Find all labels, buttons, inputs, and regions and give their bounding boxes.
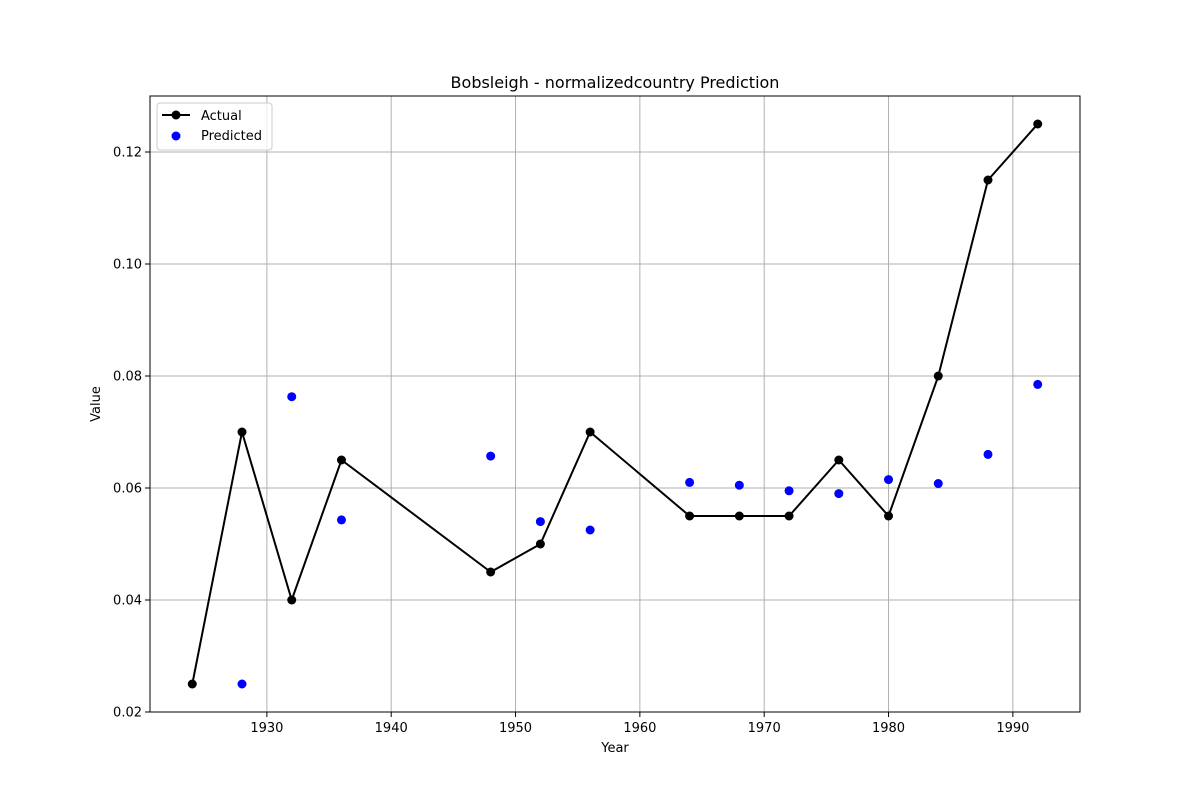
y-axis-label: Value [89, 386, 104, 422]
predicted-data-point [834, 489, 844, 499]
predicted-data-point [535, 517, 545, 527]
predicted-data-point [685, 477, 695, 487]
actual-data-point [237, 427, 247, 437]
y-tick-label: 0.04 [113, 594, 142, 609]
actual-data-point [685, 511, 695, 521]
actual-data-point [1033, 119, 1043, 129]
predicted-data-point [884, 475, 894, 485]
actual-data-point [834, 455, 844, 465]
y-axis-ticks: 0.02 0.04 0.06 0.08 0.10 0.12 [113, 146, 150, 721]
plot-area-frame [149, 95, 1081, 713]
predicted-data-point [585, 525, 595, 535]
actual-data-point [884, 511, 894, 521]
chart-title: Bobsleigh - normalizedcountry Prediction [451, 73, 780, 92]
predicted-data-point [1033, 379, 1043, 389]
y-tick-label: 0.08 [113, 370, 142, 385]
predicted-data-point [486, 451, 496, 461]
legend-predicted-marker [171, 131, 181, 141]
x-tick-label: 1950 [499, 721, 532, 736]
predicted-data-point [784, 486, 794, 496]
legend-actual-marker [171, 110, 181, 120]
predicted-data-point [734, 480, 744, 490]
actual-data-point [535, 539, 545, 549]
legend-predicted-label: Predicted [201, 129, 262, 144]
x-tick-label: 1970 [748, 721, 781, 736]
predicted-data-point [287, 392, 297, 402]
actual-data-point [287, 595, 297, 605]
actual-data-point [983, 175, 993, 185]
plot-series [187, 119, 1043, 689]
y-tick-label: 0.02 [113, 706, 142, 721]
actual-data-point [784, 511, 794, 521]
legend: Actual Predicted [156, 102, 273, 151]
predicted-data-point [336, 515, 346, 525]
x-axis-ticks: 1930 1940 1950 1960 1970 1980 1990 [250, 712, 1029, 736]
actual-data-point [486, 567, 496, 577]
x-tick-label: 1990 [996, 721, 1029, 736]
y-tick-label: 0.12 [113, 146, 142, 161]
legend-actual-label: Actual [201, 109, 242, 124]
predicted-data-point [237, 679, 247, 689]
actual-data-point [336, 455, 346, 465]
x-tick-label: 1930 [250, 721, 283, 736]
predicted-data-point [983, 449, 993, 459]
actual-data-point [734, 511, 744, 521]
x-tick-label: 1940 [375, 721, 408, 736]
x-tick-label: 1980 [872, 721, 905, 736]
x-axis-label: Year [600, 741, 629, 756]
x-tick-label: 1960 [623, 721, 656, 736]
y-tick-label: 0.10 [113, 258, 142, 273]
y-tick-label: 0.06 [113, 482, 142, 497]
actual-data-point [187, 679, 197, 689]
actual-data-point [585, 427, 595, 437]
actual-data-point [933, 371, 943, 381]
predicted-data-point [933, 479, 943, 489]
